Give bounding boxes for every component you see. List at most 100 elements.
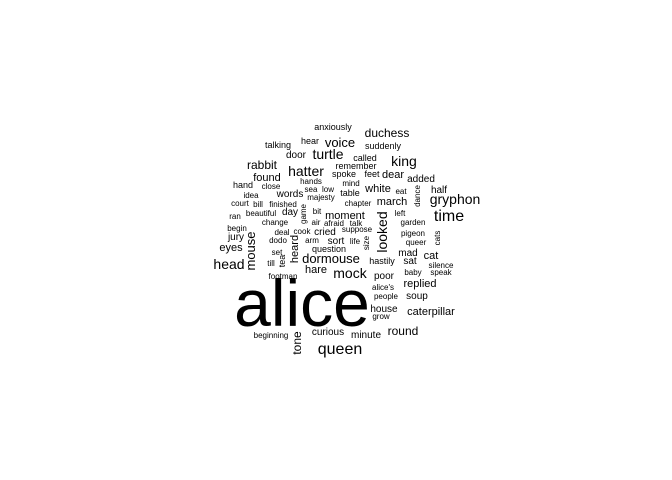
word-cook: cook (294, 227, 312, 236)
word-door: door (286, 150, 307, 161)
word-king: king (391, 153, 417, 169)
word-air: air (312, 218, 321, 227)
word-mouse: mouse (243, 231, 258, 270)
word-duchess: duchess (365, 126, 410, 140)
word-grow: grow (372, 312, 390, 321)
word-dance: dance (413, 185, 422, 207)
word-added: added (407, 174, 435, 185)
word-alice-s: alice's (372, 283, 394, 292)
word-talk: talk (350, 219, 363, 228)
word-speak: speak (430, 268, 452, 277)
word-size: size (362, 235, 371, 250)
word-poor: poor (374, 271, 395, 282)
word-caterpillar: caterpillar (407, 306, 455, 318)
word-heard: heard (289, 235, 301, 263)
word-found: found (253, 172, 281, 184)
word-suppose: suppose (342, 225, 373, 234)
word-hand: hand (233, 180, 253, 190)
word-replied: replied (403, 278, 436, 290)
word-mind: mind (342, 179, 359, 188)
word-white: white (364, 183, 391, 195)
word-beginning: beginning (254, 331, 289, 340)
word-chapter: chapter (345, 199, 372, 208)
word-moment: moment (325, 210, 365, 222)
word-sat: sat (403, 256, 417, 267)
word-bill: bill (253, 200, 263, 209)
word-looked: looked (374, 211, 390, 252)
word-talking: talking (265, 140, 291, 150)
word-close: close (262, 182, 281, 191)
word-anxiously: anxiously (314, 122, 352, 132)
word-half: half (431, 185, 447, 196)
word-idea: idea (243, 191, 259, 200)
word-dear: dear (382, 169, 404, 181)
word-eyes: eyes (219, 242, 243, 254)
word-march: march (377, 196, 408, 208)
word-hare: hare (305, 264, 327, 276)
word-hatter: hatter (288, 163, 324, 179)
word-silence: silence (429, 261, 454, 270)
word-rabbit: rabbit (247, 158, 278, 172)
word-called: called (353, 153, 377, 163)
word-garden: garden (401, 218, 426, 227)
word-house: house (370, 304, 398, 315)
word-gryphon: gryphon (430, 191, 481, 207)
word-life: life (350, 237, 361, 246)
word-begin: begin (227, 224, 247, 233)
word-majesty: majesty (307, 193, 335, 202)
word-baby: baby (404, 268, 421, 277)
word-pigeon: pigeon (401, 229, 425, 238)
word-head: head (213, 256, 244, 272)
word-bit: bit (313, 207, 322, 216)
word-till: till (267, 259, 275, 268)
word-suddenly: suddenly (365, 141, 402, 151)
word-beautiful: beautiful (246, 209, 276, 218)
word-left: left (395, 209, 406, 218)
word-finished: finished (269, 200, 297, 209)
word-sort: sort (328, 236, 345, 247)
word-queer: queer (406, 238, 427, 247)
word-dodo: dodo (269, 236, 287, 245)
word-set: set (272, 248, 283, 257)
word-alice: alice (234, 266, 370, 340)
word-time: time (434, 208, 464, 225)
word-hear: hear (301, 136, 319, 146)
word-cried: cried (314, 227, 336, 238)
word-mad: mad (398, 248, 417, 259)
word-soup: soup (406, 291, 428, 302)
word-afraid: afraid (324, 219, 344, 228)
word-deal: deal (274, 228, 289, 237)
word-voice: voice (325, 135, 355, 150)
word-court: court (231, 199, 250, 208)
word-arm: arm (305, 236, 319, 245)
word-hastily: hastily (369, 256, 395, 266)
word-hands: hands (300, 177, 322, 186)
word-dormouse: dormouse (302, 251, 360, 266)
word-round: round (388, 324, 419, 338)
word-feet: feet (364, 169, 380, 179)
word-tea: tea (277, 255, 287, 268)
word-game: game (299, 203, 308, 224)
word-change: change (262, 218, 289, 227)
word-eat: eat (395, 187, 407, 196)
word-ran: ran (229, 212, 241, 221)
word-jury: jury (227, 232, 244, 243)
word-queen: queen (318, 341, 363, 358)
word-table: table (340, 188, 360, 198)
word-people: people (374, 292, 399, 301)
word-sea: sea (305, 185, 318, 194)
word-turtle: turtle (312, 146, 343, 162)
word-spoke: spoke (332, 169, 356, 179)
word-remember: remember (335, 161, 376, 171)
word-day: day (282, 207, 298, 218)
word-curious: curious (312, 327, 344, 338)
word-mock: mock (333, 265, 367, 281)
word-cat: cat (424, 250, 439, 262)
word-question: question (312, 244, 346, 254)
word-minute: minute (351, 330, 381, 341)
word-words: words (276, 189, 304, 200)
word-tone: tone (290, 331, 304, 355)
word-low: low (322, 185, 334, 194)
